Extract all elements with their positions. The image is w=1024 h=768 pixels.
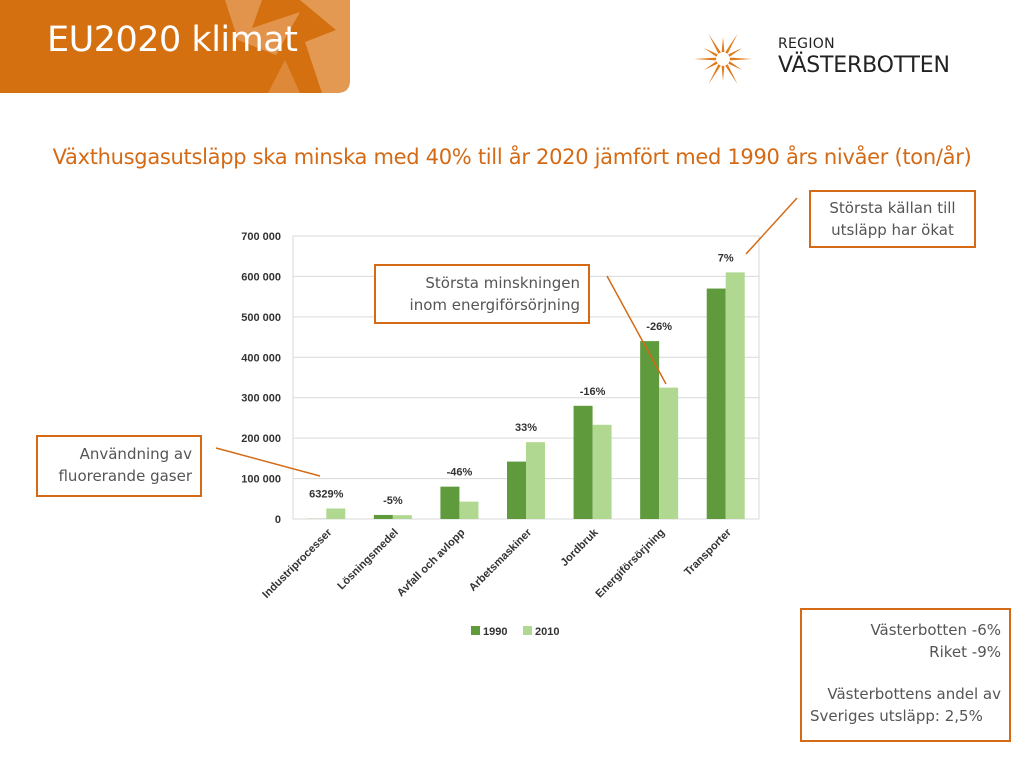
legend-swatch (523, 626, 532, 635)
callout-largest-decrease: Största minskningen inom energiförsörjni… (374, 264, 590, 324)
bar-1990-2 (440, 486, 460, 519)
bar-1990-6 (706, 288, 726, 519)
callout-largest-source: Största källan till utsläpp har ökat (809, 190, 976, 248)
logo-ray (728, 61, 743, 70)
callout-fluorinated-line1: Användning av (79, 445, 192, 463)
bar-2010-3 (526, 442, 545, 519)
y-tick-label: 0 (275, 514, 281, 526)
summary-share-line1: Västerbottens andel av (827, 685, 1001, 703)
category-label: Arbetsmaskiner (467, 526, 535, 594)
callout-largest-decrease-line2: inom energiförsörjning (409, 296, 580, 314)
data-label: -26% (646, 321, 672, 333)
logo-ray (708, 64, 721, 85)
logo-ray (721, 37, 725, 53)
data-label: -5% (383, 495, 403, 507)
chart-data-labels: 6329% -5% -46% 33% -16% -26% 7% (309, 252, 734, 507)
chart-legend: 1990 2010 (471, 626, 559, 638)
category-label: Jordbruk (558, 526, 601, 569)
logo-ray (703, 48, 718, 57)
data-label: 33% (515, 422, 537, 434)
logo-ray (725, 33, 738, 54)
category-label: Avfall och avlopp (395, 526, 468, 599)
y-tick-label: 400 000 (241, 352, 281, 364)
data-label: -46% (447, 467, 473, 479)
bar-2010-1 (392, 515, 412, 519)
bar-1990-3 (507, 461, 526, 519)
slide-subtitle: Växthusgasutsläpp ska minska med 40% til… (52, 145, 972, 169)
summary-spacer (810, 663, 1001, 683)
data-label: -16% (580, 386, 606, 398)
callout-connectors (215, 197, 798, 477)
summary-vasterbotten: Västerbotten -6% (870, 621, 1001, 639)
y-tick-label: 700 000 (241, 231, 281, 243)
legend-label: 2010 (535, 626, 559, 638)
logo-ray (703, 61, 718, 70)
category-label: Lösningsmedel (335, 527, 401, 593)
callout-largest-source-line1: Största källan till (829, 199, 956, 217)
callout-largest-decrease-line1: Största minskningen (425, 274, 580, 292)
header-band: EU2020 klimat (0, 0, 350, 93)
logo-ray (728, 48, 743, 57)
y-tick-label: 600 000 (241, 271, 281, 283)
y-tick-label: 500 000 (241, 312, 281, 324)
bar-1990-4 (573, 405, 593, 519)
legend-swatch (471, 626, 480, 635)
bar-2010-6 (725, 272, 745, 519)
bar-2010-4 (592, 424, 612, 519)
header-background (0, 0, 350, 93)
connector-largest-decrease (606, 275, 667, 385)
logo-line-region: REGION (778, 36, 835, 52)
chart-gridlines (292, 235, 760, 520)
connector-fluorinated (215, 447, 321, 477)
data-label: 6329% (309, 488, 343, 500)
connector-largest-source (745, 197, 798, 255)
logo-line-name: VÄSTERBOTTEN (778, 53, 950, 78)
bar-1990-1 (373, 514, 393, 519)
logo-ray (725, 64, 738, 85)
bar-2010-5 (659, 387, 679, 519)
y-tick-label: 300 000 (241, 393, 281, 405)
data-label: 7% (718, 252, 734, 264)
callout-largest-source-line2: utsläpp har ökat (831, 221, 954, 239)
logo-ray (694, 57, 717, 61)
summary-riket: Riket -9% (929, 643, 1001, 661)
y-tick-label: 200 000 (241, 433, 281, 445)
callout-fluorinated-gases: Användning av fluorerande gaser (36, 435, 202, 497)
slide-title: EU2020 klimat (47, 20, 298, 60)
chart-y-ticks: 0 100 000 200 000 300 000 400 000 500 000 600 … (241, 231, 281, 526)
logo-ray (729, 57, 752, 61)
category-label: Energiförsörjning (594, 527, 668, 601)
bar-2010-2 (459, 501, 479, 519)
summary-share-line2: Sveriges utsläpp: 2,5% (810, 707, 983, 725)
bar-2010-0 (326, 508, 346, 519)
logo-ray (708, 33, 721, 54)
callout-summary: Västerbotten -6% Riket -9% Västerbottens… (800, 608, 1011, 742)
legend-label: 1990 (483, 626, 507, 638)
logo-ray (721, 65, 725, 81)
logo-text: REGION VÄSTERBOTTEN (778, 37, 950, 77)
bar-1990-5 (640, 341, 660, 519)
category-label: Transporter (682, 526, 734, 578)
callout-fluorinated-line2: fluorerande gaser (58, 467, 192, 485)
category-label: Industriprocesser (260, 526, 335, 601)
chart-bars (307, 272, 745, 519)
y-tick-label: 100 000 (241, 474, 281, 486)
star-burst-logo-icon (694, 33, 752, 85)
